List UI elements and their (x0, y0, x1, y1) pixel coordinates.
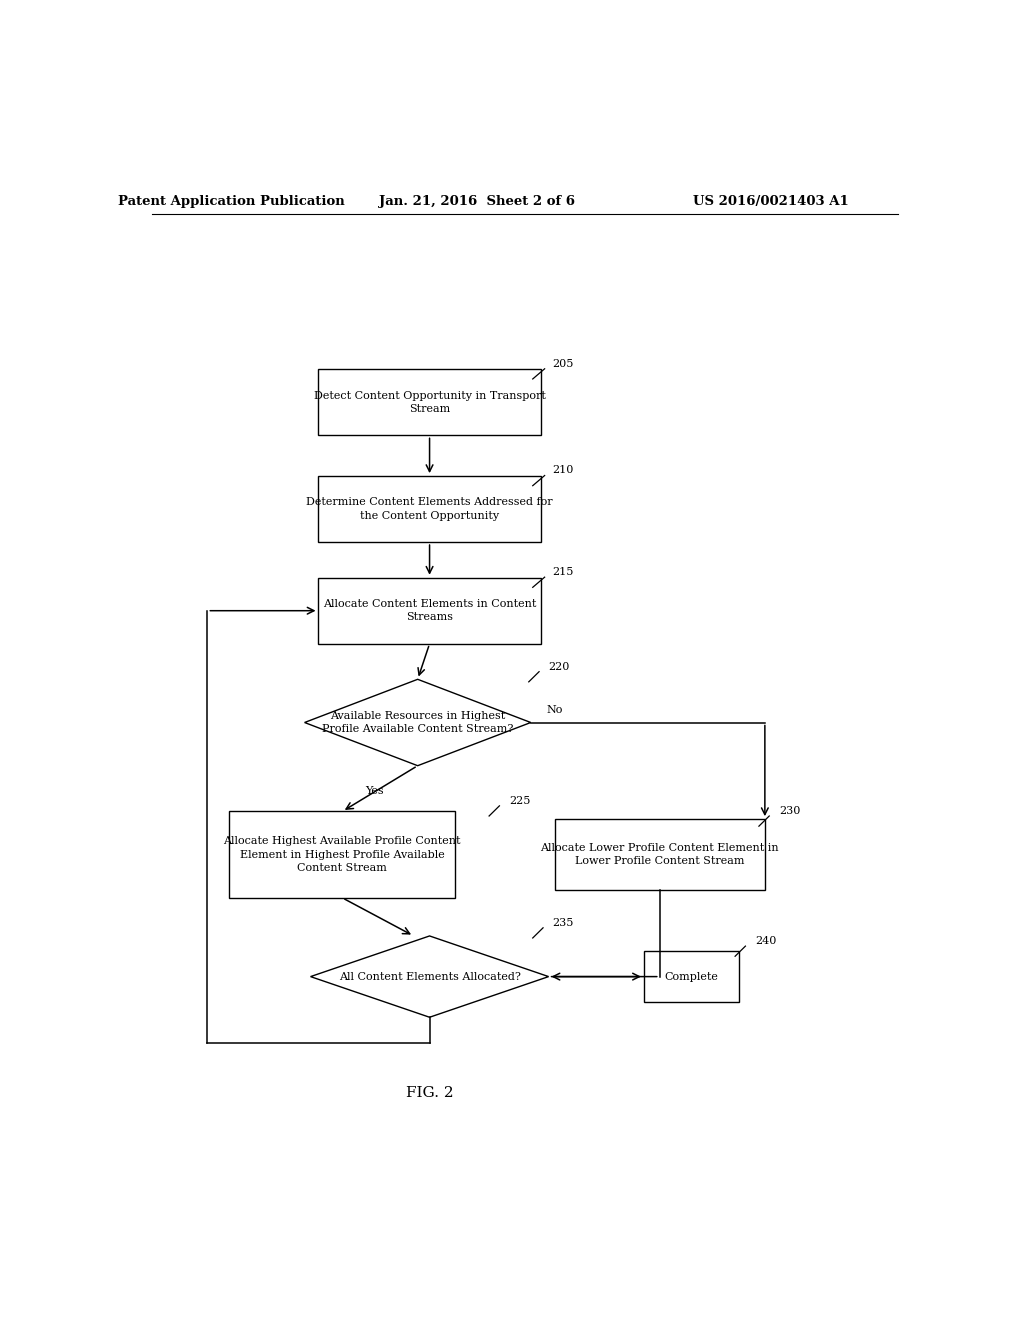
Bar (318, 578, 541, 644)
Text: All Content Elements Allocated?: All Content Elements Allocated? (339, 972, 520, 982)
Text: Yes: Yes (365, 787, 383, 796)
Text: Determine Content Elements Addressed for
the Content Opportunity: Determine Content Elements Addressed for… (306, 498, 553, 520)
Text: No: No (547, 705, 563, 715)
Text: Complete: Complete (665, 972, 719, 982)
Text: Available Resources in Highest
Profile Available Content Stream?: Available Resources in Highest Profile A… (322, 711, 513, 734)
Text: Detect Content Opportunity in Transport
Stream: Detect Content Opportunity in Transport … (313, 391, 546, 414)
Bar (555, 818, 765, 890)
Text: 205: 205 (553, 359, 573, 368)
Text: Allocate Highest Available Profile Content
Element in Highest Profile Available
: Allocate Highest Available Profile Conte… (223, 837, 461, 873)
Polygon shape (310, 936, 549, 1018)
Text: 230: 230 (778, 807, 800, 816)
Text: 240: 240 (755, 936, 776, 946)
Text: FIG. 2: FIG. 2 (406, 1086, 454, 1101)
Bar (644, 952, 739, 1002)
Text: Allocate Content Elements in Content
Streams: Allocate Content Elements in Content Str… (323, 599, 537, 622)
Polygon shape (304, 680, 530, 766)
Text: 210: 210 (553, 466, 573, 475)
Text: 235: 235 (553, 917, 573, 928)
Bar (318, 477, 541, 543)
Bar (229, 812, 456, 898)
Text: 225: 225 (509, 796, 530, 805)
Text: 220: 220 (549, 661, 570, 672)
Text: US 2016/0021403 A1: US 2016/0021403 A1 (693, 194, 849, 207)
Bar (318, 370, 541, 436)
Text: 215: 215 (553, 568, 573, 577)
Text: Jan. 21, 2016  Sheet 2 of 6: Jan. 21, 2016 Sheet 2 of 6 (379, 194, 575, 207)
Text: Patent Application Publication: Patent Application Publication (118, 194, 344, 207)
Text: Allocate Lower Profile Content Element in
Lower Profile Content Stream: Allocate Lower Profile Content Element i… (541, 843, 779, 866)
